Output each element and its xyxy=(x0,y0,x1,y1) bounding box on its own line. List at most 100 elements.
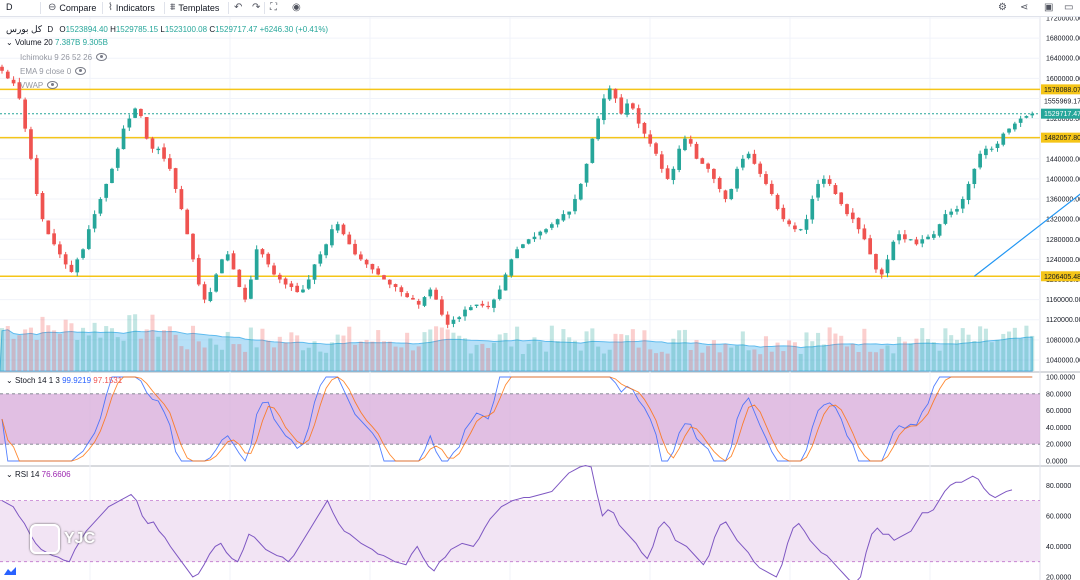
indicators-icon: ⌇ xyxy=(108,2,113,13)
rsi-tick-label: 60.0000 xyxy=(1046,513,1071,520)
candle xyxy=(196,258,201,285)
redo-button[interactable]: ↷ xyxy=(252,2,260,14)
candle xyxy=(451,319,456,324)
price-line-tag xyxy=(1041,84,1080,95)
collapse-icon[interactable]: ⌄ xyxy=(6,38,13,47)
fullscreen-button[interactable]: ⛶ xyxy=(270,2,277,14)
volume-bar xyxy=(225,331,230,371)
save-button[interactable]: ▭ xyxy=(1064,2,1073,14)
chart-canvas[interactable]: 1720000.00 1680000.00 1640000.00 1600000.00… xyxy=(0,17,1080,580)
candle xyxy=(411,297,415,300)
candle xyxy=(833,185,838,194)
candle xyxy=(162,147,166,159)
vwap-legend[interactable]: VWAP xyxy=(20,80,59,91)
volume-bar xyxy=(625,335,630,371)
volume-bar xyxy=(619,334,624,371)
eye-off-icon[interactable] xyxy=(96,53,108,61)
volume-label: Volume 20 xyxy=(14,38,53,47)
volume-bar xyxy=(63,319,68,371)
volume-bar xyxy=(144,329,149,371)
volume-bar xyxy=(694,339,699,371)
candle xyxy=(781,207,786,220)
candle xyxy=(943,214,948,224)
volume-bar xyxy=(0,328,5,371)
collapse-icon[interactable]: ⌄ xyxy=(6,376,13,385)
eye-off-icon[interactable] xyxy=(47,81,59,89)
compare-label: Compare xyxy=(59,3,97,13)
candle xyxy=(503,274,508,291)
price-line-tag xyxy=(1041,271,1080,282)
snapshot-button[interactable]: ▣ xyxy=(1044,2,1053,14)
stoch-tick-label: 0.0000 xyxy=(1046,459,1068,466)
candle xyxy=(607,88,612,100)
stoch-legend[interactable]: ⌄ Stoch 14 1 3 99.9219 97.1531 xyxy=(6,376,122,386)
candle xyxy=(874,253,878,270)
candle xyxy=(746,153,751,159)
indicators-button[interactable]: ⌇ Indicators xyxy=(108,2,155,14)
volume-bar xyxy=(104,326,109,371)
ichimoku-legend[interactable]: Ichimoku 9 26 52 26 xyxy=(20,52,108,63)
ohlc-low-key: L xyxy=(160,25,165,34)
trendline xyxy=(973,193,1080,277)
eye-off-icon[interactable] xyxy=(75,67,87,75)
volume-bar xyxy=(891,353,896,371)
volume-bar xyxy=(254,347,259,371)
volume-bar xyxy=(572,340,578,371)
volume-bar xyxy=(92,322,97,371)
share-button[interactable]: ⋖ xyxy=(1020,2,1028,14)
volume-bar xyxy=(648,349,653,371)
toolbar-divider xyxy=(40,2,41,14)
undo-button[interactable]: ↶ xyxy=(234,2,242,14)
candle xyxy=(364,259,369,265)
compare-icon: ⊖ xyxy=(48,2,57,13)
candle xyxy=(75,259,80,273)
candle xyxy=(793,225,797,230)
volume-bar xyxy=(486,348,491,371)
volume-bar xyxy=(202,347,207,371)
stoch-d-value: 97.1531 xyxy=(93,376,123,385)
collapse-icon[interactable]: ⌄ xyxy=(6,470,13,479)
volume-bar xyxy=(121,340,126,371)
volume-bar xyxy=(821,344,826,371)
volume-bar xyxy=(86,335,91,371)
stoch-d-line xyxy=(1,376,1033,462)
candle xyxy=(399,287,404,293)
candle xyxy=(243,287,247,300)
volume-bar xyxy=(243,351,248,371)
volume-bar xyxy=(23,329,28,371)
candle xyxy=(955,209,959,212)
candle xyxy=(306,279,311,289)
candle xyxy=(237,269,242,288)
volume-bar xyxy=(827,327,832,371)
rsi-legend[interactable]: ⌄ RSI 14 76.6606 xyxy=(6,470,71,480)
volume-bar xyxy=(769,351,774,371)
hide-button[interactable]: ◉ xyxy=(292,2,301,14)
volume-value: 7.387B xyxy=(54,38,81,47)
volume-bar xyxy=(370,341,375,371)
compare-button[interactable]: ⊖ Compare xyxy=(48,2,96,14)
candle xyxy=(769,183,774,194)
volume-bar xyxy=(642,330,647,371)
stoch-band xyxy=(0,393,1040,445)
settings-button[interactable]: ⚙ xyxy=(998,2,1007,14)
volume-bar xyxy=(300,350,305,371)
candle xyxy=(978,153,982,168)
volume-bar xyxy=(682,329,687,371)
last-price-tag xyxy=(1041,108,1080,119)
candle xyxy=(654,143,658,154)
ohlc-change: +6246.30 (+0.41%) xyxy=(259,25,329,34)
templates-button[interactable]: ⩩ Templates xyxy=(170,2,219,14)
ohlc-close: 1529717.47 xyxy=(215,25,258,34)
price-tick-label: 1320000.00 xyxy=(1046,217,1080,224)
rsi-line xyxy=(1,464,1013,580)
volume-bar xyxy=(208,338,213,371)
volume-legend[interactable]: ⌄ Volume 20 7.387B 9.305B xyxy=(6,38,108,48)
stoch-tick-label: 60.0000 xyxy=(1046,408,1071,415)
rsi-tick-label: 40.0000 xyxy=(1046,544,1071,551)
candle xyxy=(619,97,624,114)
ema-legend[interactable]: EMA 9 close 0 xyxy=(20,66,87,77)
volume-bar xyxy=(653,353,659,371)
interval-button[interactable]: D xyxy=(6,2,13,12)
candle xyxy=(885,259,890,274)
candle xyxy=(984,148,988,156)
